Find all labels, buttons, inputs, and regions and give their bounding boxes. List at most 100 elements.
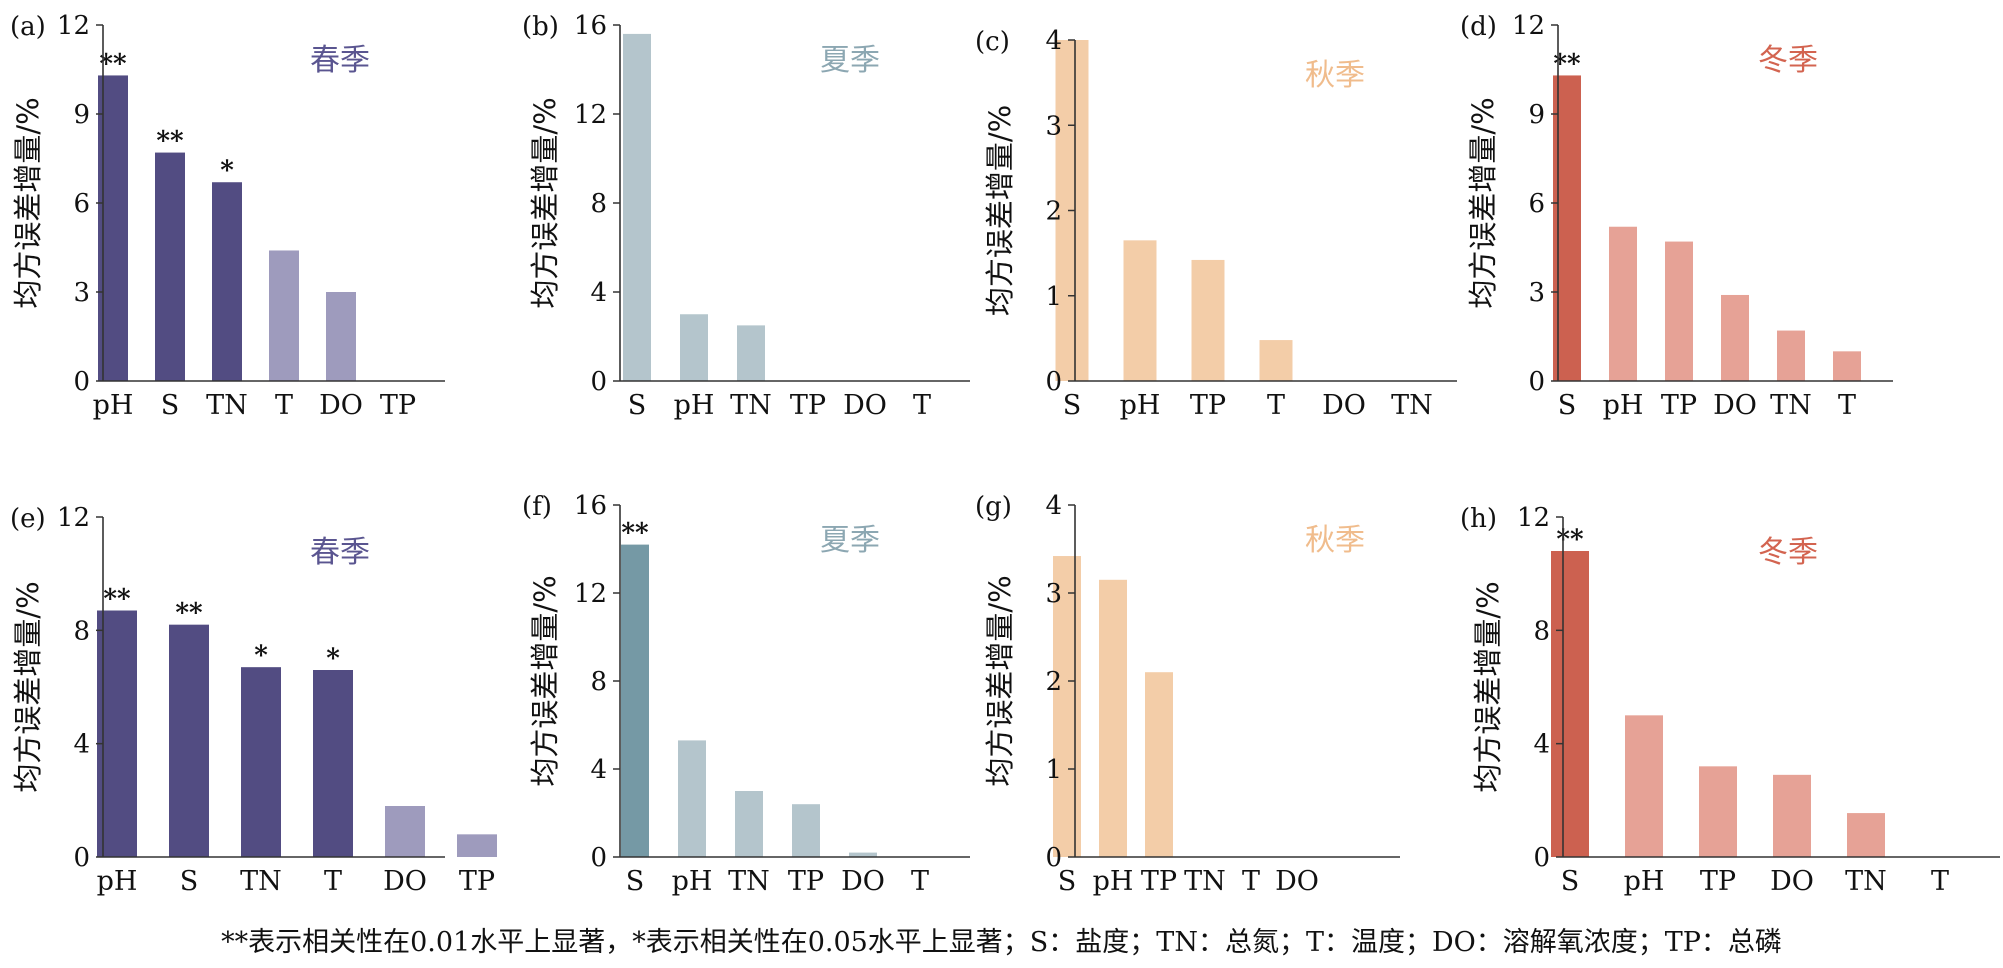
panel-d-x-tick-tn: TN <box>1770 390 1812 421</box>
panel-c-y-axis-label: 均方误差增量/% <box>983 105 1017 316</box>
panel-a-bar-do <box>326 292 356 381</box>
panel-f-x-tick-ph: pH <box>672 866 713 897</box>
panel-e-y-tick-label: 12 <box>57 503 90 533</box>
panel-h-season-title: 冬季 <box>1758 535 1818 570</box>
panel-f-y-tick-label: 12 <box>574 579 607 609</box>
panel-b-y-tick-label: 4 <box>590 278 607 308</box>
panel-g-x-tick-s: S <box>1058 866 1077 897</box>
panel-e-x-tick-tn: TN <box>240 866 282 897</box>
panel-g-x-tick-do: DO <box>1275 866 1319 897</box>
panel-f-y-tick-label: 4 <box>590 755 607 785</box>
panel-e-bar-do <box>385 806 425 857</box>
panel-g-bar-ph <box>1099 579 1127 857</box>
panel-e-x-tick-ph: pH <box>97 866 138 897</box>
panel-b-bar-ph <box>680 314 708 381</box>
panel-f-season-title: 夏季 <box>820 523 880 558</box>
panel-e-bar-tp <box>457 834 497 857</box>
panel-c-x-tick-tn: TN <box>1391 390 1433 421</box>
panel-c-x-tick-s: S <box>1063 390 1082 421</box>
panel-a-y-tick-label: 6 <box>73 189 90 219</box>
panel-d-bar-do <box>1721 294 1749 381</box>
panel-e-significance-s: ** <box>175 599 203 629</box>
panel-g-x-tick-t: T <box>1242 866 1260 897</box>
panel-e-label: (e) <box>10 504 46 534</box>
panel-g-y-tick-label: 2 <box>1045 667 1062 697</box>
panel-a-y-tick-label: 0 <box>73 367 90 397</box>
panel-d-bar-tp <box>1665 241 1693 381</box>
panel-a-x-tick-t: T <box>275 390 293 421</box>
panel-h-bar-tp <box>1699 766 1737 857</box>
panel-e-y-axis-label: 均方误差增量/% <box>11 581 45 792</box>
panel-b-y-tick-label: 12 <box>574 100 607 130</box>
panel-b-x-tick-tn: TN <box>730 390 772 421</box>
panel-c-y-tick-label: 4 <box>1045 26 1062 56</box>
panel-b-bar-s <box>623 33 651 382</box>
panel-c-y-tick-label: 1 <box>1045 282 1062 312</box>
panel-e-significance-t: * <box>326 644 340 674</box>
panel-h-x-tick-t: T <box>1931 866 1949 897</box>
panel-e-y-tick-label: 8 <box>73 616 90 646</box>
panel-h-y-tick-label: 4 <box>1533 730 1550 760</box>
panel-e-x-tick-tp: TP <box>459 866 495 897</box>
panel-e-x-tick-s: S <box>180 866 199 897</box>
panel-d-y-tick-label: 3 <box>1528 278 1545 308</box>
panel-f-bar-tn <box>735 791 763 857</box>
panel-d-bar-ph <box>1609 226 1637 381</box>
panel-a-bar-tn <box>212 182 242 381</box>
panel-f-x-tick-do: DO <box>841 866 885 897</box>
panel-f-x-tick-tp: TP <box>788 866 824 897</box>
panel-g-bar-s <box>1053 556 1081 857</box>
panel-e-bar-tn <box>241 667 281 857</box>
panel-d-x-tick-t: T <box>1838 390 1856 421</box>
panel-h-x-tick-s: S <box>1561 866 1580 897</box>
panel-e-season-title: 春季 <box>310 535 370 570</box>
panel-g-x-tick-tn: TN <box>1184 866 1226 897</box>
panel-h-x-tick-ph: pH <box>1624 866 1665 897</box>
panel-h-bar-do <box>1773 774 1811 857</box>
panel-f-bar-tp <box>792 804 820 857</box>
panel-c-x-tick-tp: TP <box>1190 390 1226 421</box>
panel-b-label: (b) <box>522 12 559 42</box>
panel-a-season-title: 春季 <box>310 43 370 78</box>
panel-c-x-tick-do: DO <box>1322 390 1366 421</box>
panel-f-y-tick-label: 8 <box>590 667 607 697</box>
footnote: **表示相关性在0.01水平上显著，*表示相关性在0.05水平上显著；S：盐度；… <box>221 927 1782 958</box>
panel-a-y-tick-label: 9 <box>73 100 90 130</box>
panel-g-y-tick-label: 3 <box>1045 579 1062 609</box>
panel-a-bar-s <box>155 152 185 381</box>
panel-g-y-tick-label: 1 <box>1045 755 1062 785</box>
panel-f-y-axis-label: 均方误差增量/% <box>528 575 562 786</box>
panel-g-x-tick-tp: TP <box>1141 866 1177 897</box>
panel-c-y-tick-label: 3 <box>1045 111 1062 141</box>
panel-e-significance-ph: ** <box>103 585 131 615</box>
panel-a-x-tick-tn: TN <box>206 390 248 421</box>
panel-b-y-tick-label: 16 <box>574 11 607 41</box>
panel-h-x-tick-tn: TN <box>1845 866 1887 897</box>
panel-c-label: (c) <box>975 27 1010 57</box>
panel-f-bar-do <box>849 852 877 857</box>
panel-d-y-tick-label: 6 <box>1528 189 1545 219</box>
panel-c-bar-ph <box>1123 240 1157 381</box>
panel-d-y-tick-label: 9 <box>1528 100 1545 130</box>
panel-b-y-tick-label: 8 <box>590 189 607 219</box>
panel-f-x-tick-tn: TN <box>728 866 770 897</box>
panel-h-y-tick-label: 0 <box>1533 843 1550 873</box>
panel-g-y-axis-label: 均方误差增量/% <box>983 575 1017 786</box>
panel-h-y-axis-label: 均方误差增量/% <box>1471 581 1505 792</box>
panel-a-bar-t <box>269 250 299 381</box>
panel-d-x-tick-tp: TP <box>1661 390 1697 421</box>
panel-d-y-tick-label: 0 <box>1528 367 1545 397</box>
panel-a-x-tick-tp: TP <box>380 390 416 421</box>
panel-g-season-title: 秋季 <box>1305 523 1365 558</box>
panel-a-significance-ph: ** <box>99 49 127 79</box>
panel-c-y-tick-label: 0 <box>1045 367 1062 397</box>
panel-d-y-axis-label: 均方误差增量/% <box>1466 97 1500 308</box>
panel-b-y-tick-label: 0 <box>590 367 607 397</box>
panel-g-y-tick-label: 4 <box>1045 491 1062 521</box>
panel-d-bar-t <box>1833 351 1861 381</box>
panel-d-season-title: 冬季 <box>1758 43 1818 78</box>
panel-d-label: (d) <box>1460 12 1497 42</box>
panel-c-x-tick-t: T <box>1267 390 1285 421</box>
panel-b-bar-tn <box>737 325 765 381</box>
